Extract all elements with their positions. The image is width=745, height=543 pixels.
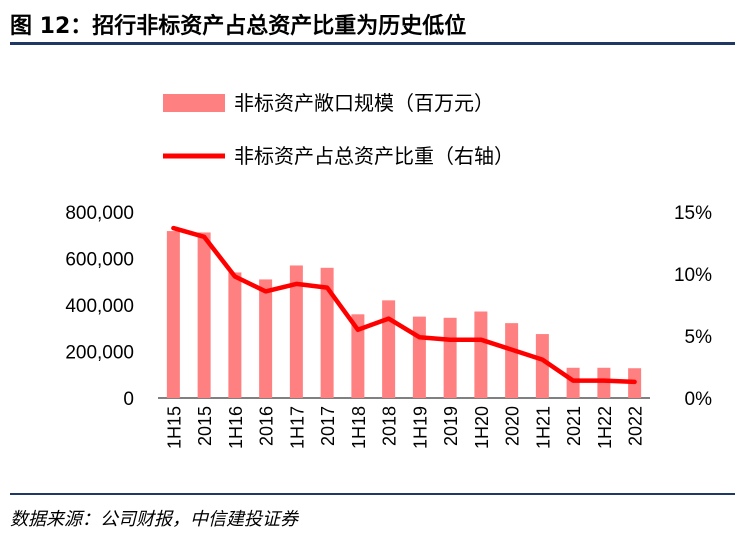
x-tick-label: 2019 — [441, 406, 461, 446]
bar — [259, 279, 273, 398]
y-left-tick-label: 400,000 — [65, 296, 134, 317]
x-tick-label: 2018 — [380, 406, 400, 446]
x-tick-label: 1H20 — [472, 406, 492, 449]
x-tick-label: 2017 — [318, 406, 338, 446]
source-rule — [10, 493, 735, 495]
source-note: 数据来源：公司财报，中信建投证券 — [10, 509, 298, 530]
y-left-tick-label: 600,000 — [65, 250, 134, 271]
plot-layer: 0 200,000 400,000 600,000 800,000 0% 5% 10% 15% 1… — [65, 203, 712, 449]
x-tick-label: 1H15 — [164, 406, 184, 449]
y-left-tick-label: 800,000 — [65, 203, 134, 224]
y-right-tick-label: 15% — [674, 203, 712, 224]
legend-bar-swatch — [163, 94, 225, 112]
x-tick-label: 1H18 — [349, 406, 369, 449]
x-tick-label: 2022 — [626, 406, 646, 446]
y-right-tick-label: 10% — [674, 265, 712, 286]
x-tick-label: 1H22 — [595, 406, 615, 449]
y-right-tick-label: 5% — [685, 327, 713, 348]
figure-title: 图 12：招行非标资产占总资产比重为历史低位 — [10, 14, 467, 39]
x-tick-label: 1H17 — [287, 406, 307, 449]
bar — [197, 232, 211, 398]
bar — [289, 265, 303, 398]
y-left-tick-label: 200,000 — [65, 343, 134, 364]
bar — [382, 300, 396, 398]
bar — [351, 314, 365, 398]
bar — [443, 317, 457, 398]
x-tick-label: 2016 — [257, 406, 277, 446]
title-underline — [10, 42, 735, 45]
x-tick-label: 1H21 — [533, 406, 553, 449]
bar — [412, 316, 426, 398]
bar — [474, 311, 488, 398]
ratio-line — [171, 225, 637, 385]
legend-line-label: 非标资产占总资产比重（右轴） — [234, 145, 514, 168]
bar — [505, 323, 519, 398]
bar — [566, 367, 580, 398]
x-tick-label: 2015 — [195, 406, 215, 446]
x-tick-label: 1H16 — [226, 406, 246, 449]
y-right-tick-label: 0% — [685, 389, 713, 410]
bar — [320, 267, 334, 398]
bar — [228, 272, 242, 398]
x-tick-label: 2021 — [564, 406, 584, 446]
x-tick-label: 1H19 — [410, 406, 430, 449]
y-left-tick-label: 0 — [123, 389, 134, 410]
bar — [597, 367, 611, 398]
x-tick-label: 2020 — [503, 406, 523, 446]
bar — [535, 334, 549, 398]
bar — [166, 231, 180, 398]
legend-bar-label: 非标资产敞口规模（百万元） — [234, 92, 494, 115]
chart-area: 非标资产敞口规模（百万元） 非标资产占总资产比重（右轴） 0 200,000 400… — [65, 92, 712, 449]
